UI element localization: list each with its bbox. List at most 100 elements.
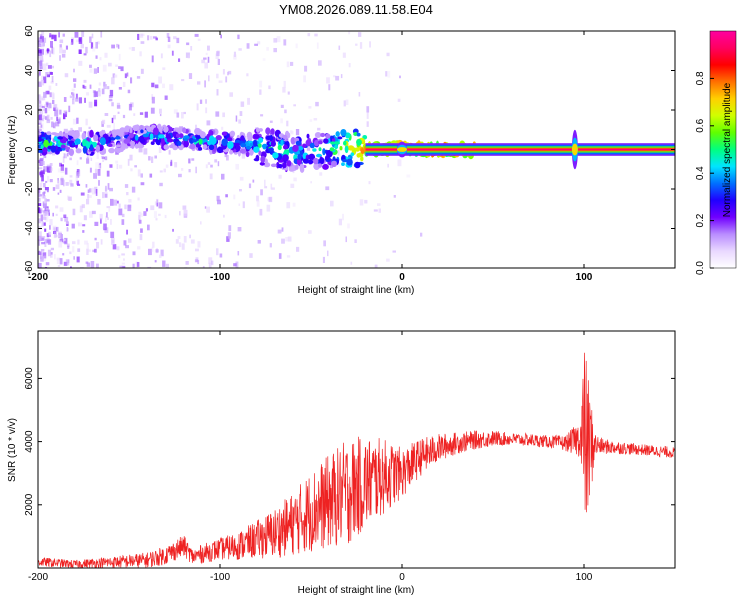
spectrogram-noise-cell	[49, 167, 53, 171]
spectrogram-noise-cell	[286, 61, 290, 68]
spectrogram-noise-cell	[195, 166, 197, 174]
spectrogram-band-cell	[128, 132, 134, 139]
spectrogram-noise-cell	[42, 115, 45, 119]
spectrogram-band-cell	[340, 129, 347, 137]
spectrogram-noise-cell	[100, 239, 103, 245]
spectrogram-noise-cell	[162, 260, 166, 267]
colorbar-label: Normalized spectral amplitude	[722, 82, 733, 217]
spectrogram-band-cell	[312, 148, 317, 152]
spectrogram-noise-cell	[181, 79, 185, 82]
spectrogram-noise-cell	[377, 203, 381, 206]
spectrogram-noise-cell	[179, 242, 182, 248]
spectrogram-noise-cell	[219, 253, 223, 258]
spectrogram-band-cell	[334, 141, 340, 145]
spectrogram-noise-cell	[47, 165, 51, 171]
spectrogram-noise-cell	[119, 164, 123, 169]
spectrogram-noise-cell	[227, 71, 229, 76]
spectrogram-noise-cell	[63, 97, 67, 102]
spectrogram-noise-cell	[54, 254, 56, 260]
spectrogram-noise-cell	[393, 195, 396, 198]
spectrogram-noise-cell	[84, 97, 86, 103]
spectrogram-noise-cell	[327, 250, 329, 257]
spectrogram-noise-cell	[122, 81, 126, 87]
spectrogram-noise-cell	[122, 114, 126, 119]
spectrogram-noise-cell	[103, 223, 107, 231]
spectrogram-noise-cell	[38, 49, 42, 54]
spectrogram-band-cell	[263, 162, 271, 168]
spectrogram-band-cell	[134, 143, 139, 149]
spectrogram-noise-cell	[237, 227, 242, 232]
spectrogram-noise-cell	[116, 164, 119, 170]
spectrogram-noise-cell	[278, 253, 282, 259]
spectrogram-noise-cell	[148, 248, 152, 256]
spectrogram-noise-cell	[138, 214, 141, 220]
spectrogram-noise-cell	[63, 113, 66, 120]
spectrogram-band-cell	[99, 137, 106, 146]
spectrogram-noise-cell	[241, 153, 246, 159]
spectrogram-noise-cell	[141, 33, 145, 36]
spectrogram-noise-cell	[296, 246, 300, 252]
spectrogram-noise-cell	[209, 173, 213, 180]
spectrogram-noise-cell	[106, 212, 108, 218]
spectrogram-band-cell	[184, 137, 188, 142]
snr-x-tick-label: 100	[576, 572, 593, 583]
spectrogram-noise-cell	[52, 187, 56, 191]
spectrogram-noise-cell	[315, 101, 319, 107]
spectrogram-noise-cell	[64, 167, 68, 175]
spectrogram-noise-cell	[38, 94, 41, 101]
spectrogram-noise-cell	[97, 169, 101, 176]
spectrogram-noise-cell	[239, 189, 242, 192]
spectrogram-noise-cell	[209, 264, 211, 268]
spectrogram-band-cell	[337, 136, 343, 140]
spectrogram-noise-cell	[119, 265, 123, 268]
spectrogram-noise-cell	[79, 157, 82, 160]
spectrogram-noise-cell	[111, 77, 115, 85]
spectrogram-noise-cell	[307, 33, 311, 37]
spectrogram-noise-cell	[249, 253, 253, 258]
spectrogram-noise-cell	[63, 128, 68, 136]
spectrogram-band-cell	[81, 132, 86, 141]
spectrogram-noise-cell	[254, 43, 258, 46]
spectrogram-noise-cell	[235, 261, 239, 268]
spectrogram-noise-cell	[82, 84, 85, 89]
spectrogram-y-tick-label: 60	[24, 25, 35, 37]
spectrogram-noise-cell	[43, 108, 47, 111]
spectrogram-noise-cell	[84, 240, 88, 245]
spectrogram-noise-cell	[67, 153, 69, 157]
spectrogram-noise-cell	[44, 104, 47, 107]
spectrogram-noise-cell	[374, 264, 378, 268]
snr-x-ticks: -200 -100 0 100	[28, 331, 593, 583]
spectrogram-noise-cell	[59, 207, 64, 212]
spectrogram-noise-cell	[239, 111, 243, 116]
spectrogram-band-cell	[314, 132, 322, 138]
spectrogram-noise-cell	[92, 267, 96, 268]
spectrogram-noise-cell	[63, 153, 66, 159]
spectrogram-band-cell	[334, 144, 339, 150]
spectrogram-noise-cell	[45, 262, 50, 266]
spectrogram-band-cell	[188, 137, 194, 144]
spectrogram-noise-cell	[83, 53, 87, 56]
spectrogram-band-cell	[269, 134, 274, 142]
spectrogram-band-cell	[325, 155, 330, 161]
spectrogram-noise-cell	[97, 41, 100, 45]
spectrogram-band-cell	[314, 139, 320, 147]
spectrogram-noise-cell	[293, 104, 296, 107]
spectrogram-noise-cell	[65, 259, 70, 266]
spectrogram-noise-cell	[52, 138, 56, 142]
spectrogram-noise-cell	[59, 189, 62, 193]
spectrogram-noise-cell	[106, 170, 110, 177]
spectrogram-noise-cell	[43, 76, 47, 84]
spectrogram-noise-cell	[89, 64, 92, 68]
spectrogram-noise-cell	[283, 80, 286, 88]
spectrogram-noise-cell	[92, 47, 96, 52]
spectrogram-y-tick-label: 40	[24, 65, 35, 77]
spectrogram-band-cell	[167, 126, 173, 132]
spectrogram-noise-cell	[175, 239, 179, 244]
spectrogram-noise-cell	[176, 37, 180, 44]
spectrogram-noise-cell	[90, 261, 95, 268]
spectrogram-noise-cell	[63, 214, 67, 218]
spectrogram-noise-cell	[38, 207, 40, 214]
spectrogram-noise-cell	[123, 240, 127, 246]
spectrogram-noise-cell	[164, 95, 168, 100]
spectrogram-noise-cell	[68, 196, 72, 201]
